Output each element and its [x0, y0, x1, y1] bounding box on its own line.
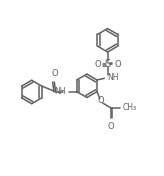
Text: NH: NH — [55, 87, 66, 96]
Text: NH: NH — [108, 73, 119, 82]
Text: O: O — [51, 69, 58, 78]
Text: S: S — [104, 59, 111, 69]
Text: O: O — [94, 60, 101, 69]
Text: CH₃: CH₃ — [123, 103, 137, 112]
Text: O: O — [114, 60, 121, 69]
Text: O: O — [98, 96, 104, 105]
Text: O: O — [108, 122, 114, 131]
